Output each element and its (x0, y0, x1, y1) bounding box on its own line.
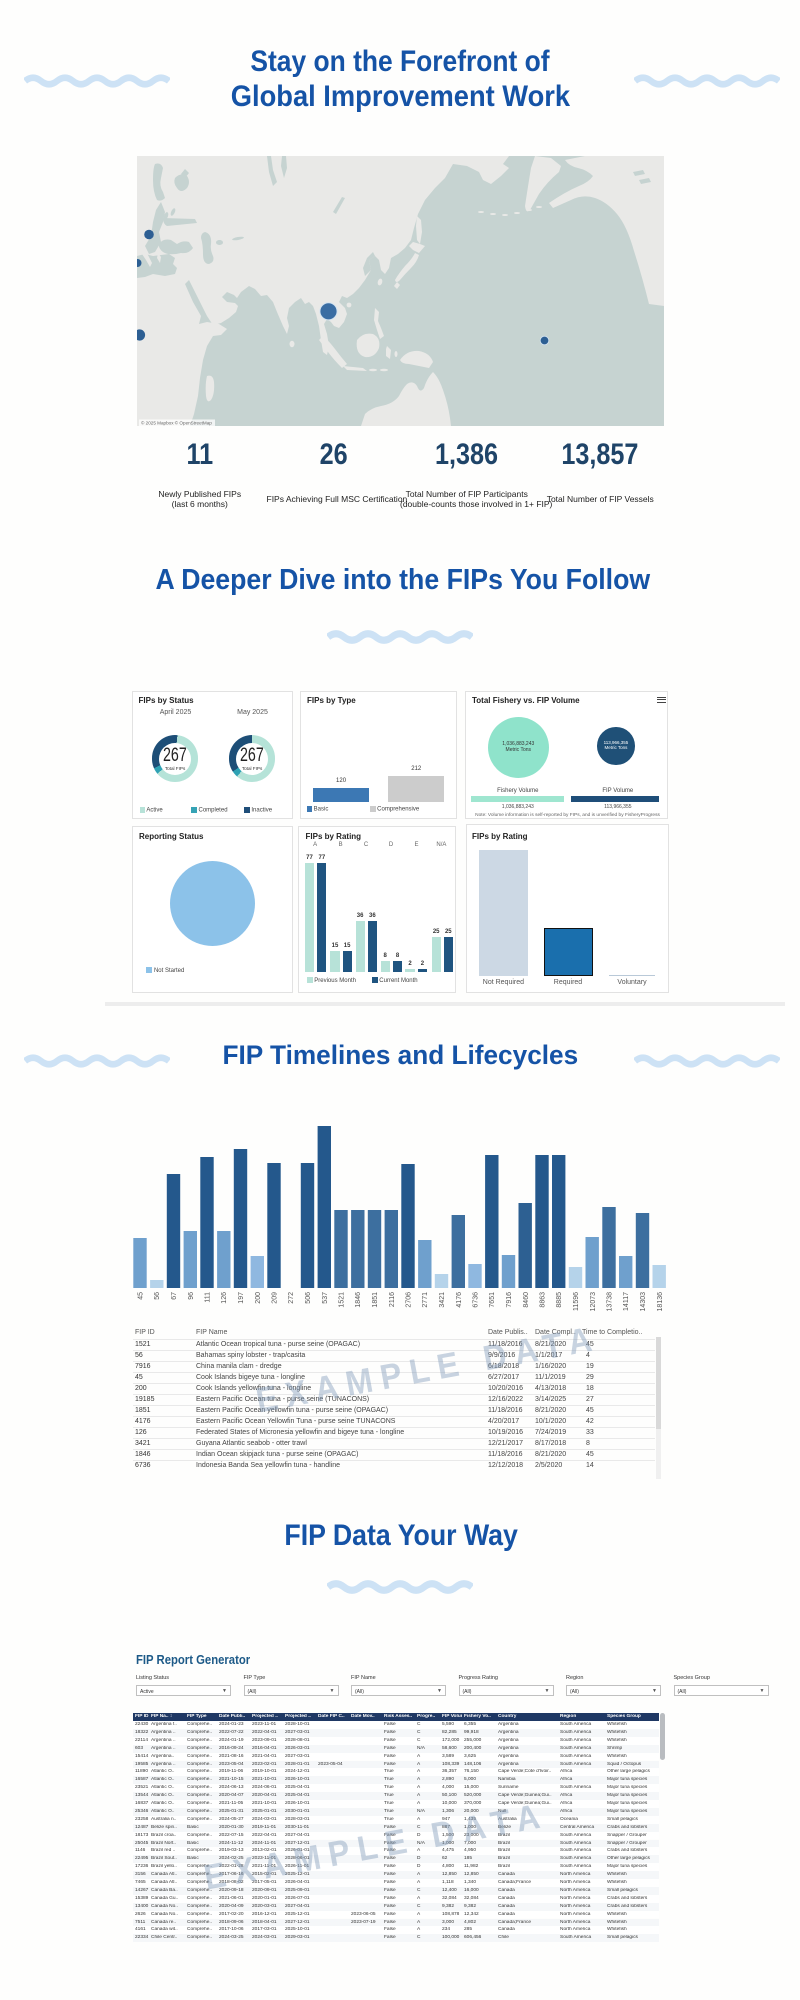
svg-text:6736: 6736 (473, 1292, 480, 1308)
svg-text:3421: 3421 (439, 1292, 446, 1308)
svg-text:200: 200 (255, 1292, 262, 1304)
svg-text:67: 67 (171, 1292, 178, 1300)
svg-text:12073: 12073 (590, 1292, 597, 1312)
svg-text:96: 96 (188, 1292, 195, 1300)
svg-text:© 2025 Mapbox © OpenStreetMap: © 2025 Mapbox © OpenStreetMap (141, 420, 212, 426)
svg-text:13738: 13738 (607, 1292, 614, 1312)
svg-text:1521: 1521 (339, 1292, 346, 1308)
svg-text:8863: 8863 (540, 1292, 547, 1308)
svg-text:126: 126 (221, 1292, 228, 1304)
svg-text:45: 45 (138, 1292, 145, 1300)
svg-text:18136: 18136 (657, 1292, 664, 1312)
svg-text:7916: 7916 (506, 1292, 513, 1308)
svg-text:14303: 14303 (640, 1292, 647, 1312)
svg-text:1846: 1846 (355, 1292, 362, 1308)
svg-text:8885: 8885 (556, 1292, 563, 1308)
svg-text:8460: 8460 (523, 1292, 530, 1308)
svg-text:197: 197 (238, 1292, 245, 1304)
svg-text:2771: 2771 (422, 1292, 429, 1308)
svg-text:11596: 11596 (573, 1292, 580, 1311)
svg-text:272: 272 (288, 1292, 295, 1304)
svg-text:111: 111 (205, 1292, 212, 1303)
svg-text:506: 506 (305, 1292, 312, 1304)
svg-text:7651: 7651 (489, 1292, 496, 1308)
svg-text:209: 209 (272, 1292, 279, 1304)
svg-text:537: 537 (322, 1292, 329, 1304)
svg-text:2706: 2706 (406, 1292, 413, 1308)
svg-text:14117: 14117 (623, 1292, 630, 1311)
svg-text:2116: 2116 (389, 1292, 396, 1307)
svg-text:4176: 4176 (456, 1292, 463, 1308)
svg-text:56: 56 (154, 1292, 161, 1300)
svg-text:1851: 1851 (372, 1292, 379, 1308)
